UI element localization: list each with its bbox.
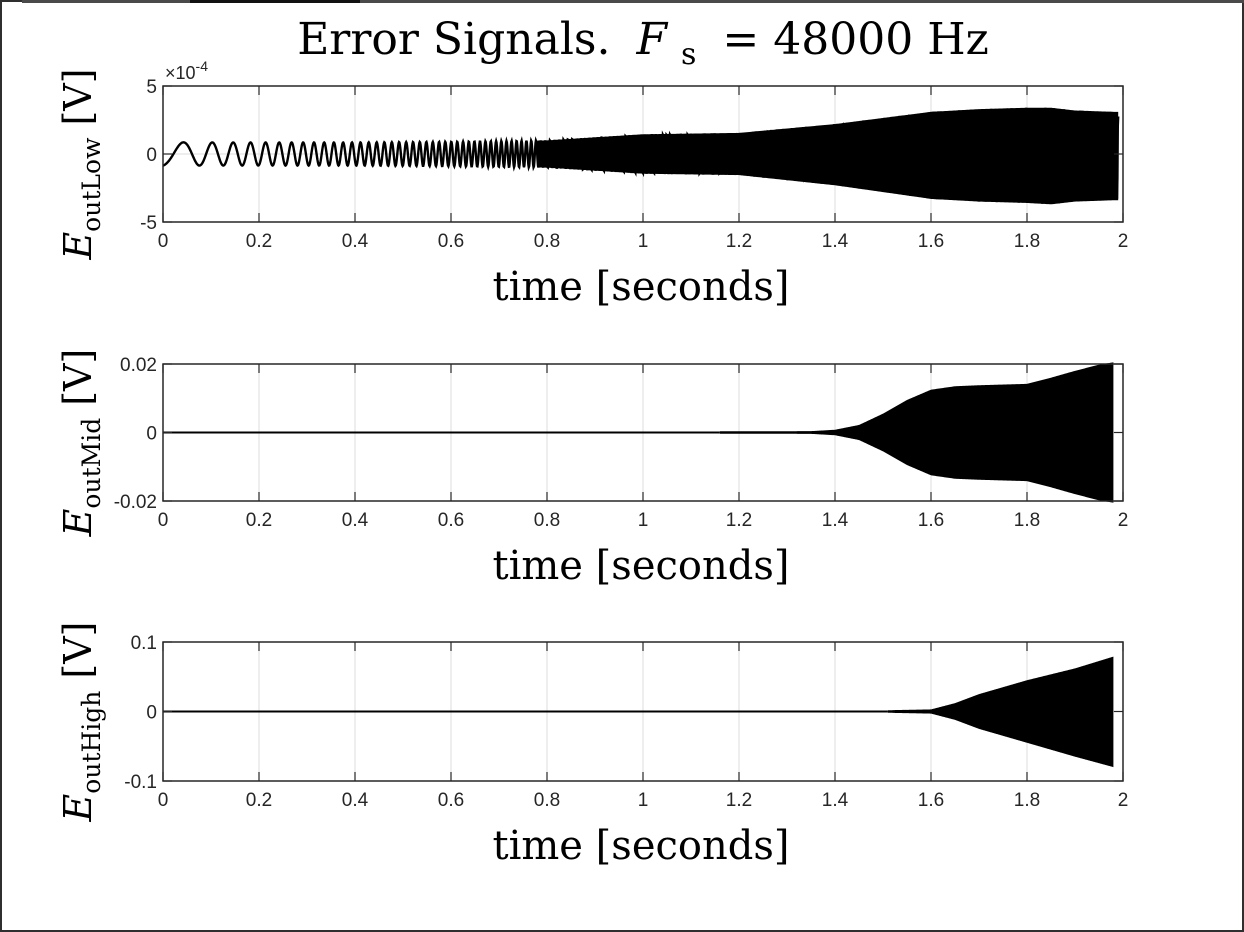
x-tick-label: 1.2: [726, 790, 752, 811]
window-top-border-accent: [190, 0, 360, 3]
y-axis-label: EoutHigh[V]: [56, 622, 106, 823]
y-axis-label: EoutMid[V]: [56, 349, 106, 538]
x-tick-label: 1.4: [822, 790, 849, 811]
x-tick-label: 1.6: [918, 790, 944, 811]
signal-envelope: [887, 656, 1114, 768]
x-tick-label: 0.6: [438, 231, 464, 252]
x-tick-label: 0: [158, 790, 169, 811]
x-tick-label: 1.6: [918, 231, 944, 252]
figure-title: Error Signals. F s = 48000 Hz: [297, 14, 989, 75]
y-tick-label: 0.1: [131, 633, 157, 654]
x-tick-label: 1.2: [726, 231, 752, 252]
x-tick-label: 2: [1118, 510, 1129, 531]
x-tick-label: 0.4: [342, 510, 369, 531]
x-tick-label: 1.8: [1014, 790, 1040, 811]
signal-envelope: [537, 107, 1119, 205]
x-tick-label: 0.2: [246, 790, 272, 811]
x-tick-label: 0.2: [246, 231, 272, 252]
x-tick-label: 0.6: [438, 510, 464, 531]
x-tick-label: 1.8: [1014, 510, 1040, 531]
y-tick-label: 0: [146, 703, 157, 724]
x-tick-label: 1.8: [1014, 231, 1040, 252]
y-tick-label: 5: [146, 77, 157, 98]
subplots-container: 0 0.2 0.4 0.6 0.8 1 1.2 1.4 1.6 1.8 2-505×10-4time…: [56, 58, 1128, 869]
subplot-2: 0 0.2 0.4 0.6 0.8 1 1.2 1.4 1.6 1.8 2-0.0200.02tim…: [56, 349, 1128, 589]
y-tick-label: 0: [146, 424, 157, 445]
x-tick-label: 1.4: [822, 510, 849, 531]
x-axis-label: time [seconds]: [493, 543, 790, 589]
y-tick-label: -0.1: [124, 772, 157, 793]
x-tick-label: 0.8: [534, 231, 560, 252]
subplot-3: 0 0.2 0.4 0.6 0.8 1 1.2 1.4 1.6 1.8 2-0.100.1time …: [56, 622, 1128, 869]
x-tick-label: 0.2: [246, 510, 272, 531]
x-tick-label: 2: [1118, 790, 1129, 811]
y-tick-label: 0.02: [120, 355, 157, 376]
x-tick-label: 1.6: [918, 510, 944, 531]
y-tick-label: -5: [140, 213, 157, 234]
x-tick-label: 0.4: [342, 790, 369, 811]
x-tick-label: 1.2: [726, 510, 752, 531]
x-tick-label: 2: [1118, 231, 1129, 252]
y-tick-label: -0.02: [114, 492, 157, 513]
window-top-border: [22, 0, 1244, 3]
x-tick-label: 0.4: [342, 231, 369, 252]
x-axis-label: time [seconds]: [493, 823, 790, 869]
y-scale-factor: ×10-4: [165, 58, 208, 83]
y-tick-label: 0: [146, 145, 157, 166]
x-tick-label: 0.8: [534, 510, 560, 531]
x-tick-label: 0: [158, 231, 169, 252]
x-tick-label: 1: [638, 790, 649, 811]
x-tick-label: 1.4: [822, 231, 849, 252]
subplot-1: 0 0.2 0.4 0.6 0.8 1 1.2 1.4 1.6 1.8 2-505×10-4time…: [56, 58, 1128, 310]
x-tick-label: 1: [638, 231, 649, 252]
x-axis-label: time [seconds]: [493, 264, 790, 310]
x-tick-label: 0.8: [534, 790, 560, 811]
signal-envelope: [719, 362, 1114, 503]
x-tick-label: 0.6: [438, 790, 464, 811]
x-tick-label: 0: [158, 510, 169, 531]
y-axis-label: EoutLow[V]: [56, 68, 106, 260]
x-tick-label: 1: [638, 510, 649, 531]
